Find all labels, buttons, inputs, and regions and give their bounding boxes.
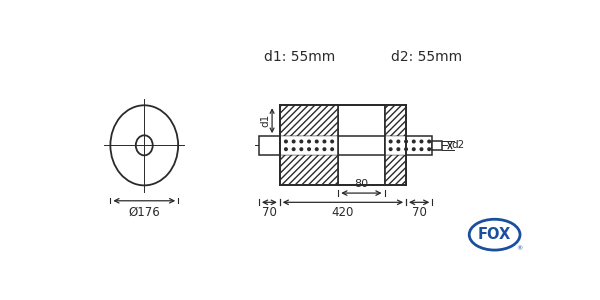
Bar [385, 154, 406, 185]
Text: 80: 80 [355, 179, 368, 189]
Text: d1: 55mm: d1: 55mm [264, 50, 335, 64]
Circle shape [284, 148, 287, 151]
Text: d2: 55mm: d2: 55mm [391, 50, 463, 64]
Bar [280, 154, 338, 185]
Text: 70: 70 [262, 206, 277, 219]
Circle shape [300, 148, 302, 151]
Circle shape [323, 140, 326, 143]
Text: FOX: FOX [478, 227, 511, 242]
Bar [385, 105, 406, 136]
Circle shape [389, 140, 392, 143]
Circle shape [331, 148, 334, 151]
Text: ®: ® [516, 247, 523, 252]
Circle shape [300, 140, 302, 143]
Bar [280, 105, 338, 185]
Circle shape [331, 140, 334, 143]
Bar [406, 136, 432, 155]
Text: d1: d1 [260, 114, 271, 127]
Circle shape [428, 140, 430, 143]
Text: 70: 70 [412, 206, 427, 219]
Circle shape [405, 140, 407, 143]
Bar [280, 105, 338, 136]
Bar [385, 136, 406, 155]
Circle shape [308, 140, 310, 143]
Circle shape [316, 148, 318, 151]
Circle shape [397, 148, 400, 151]
Circle shape [284, 140, 287, 143]
Circle shape [412, 148, 415, 151]
Text: Ø176: Ø176 [128, 206, 160, 218]
Circle shape [389, 148, 392, 151]
Circle shape [323, 148, 326, 151]
Bar [280, 136, 338, 155]
Circle shape [316, 140, 318, 143]
Circle shape [420, 140, 423, 143]
Text: 420: 420 [332, 206, 354, 219]
Circle shape [428, 148, 430, 151]
Circle shape [412, 140, 415, 143]
Bar [338, 136, 385, 155]
Text: d2: d2 [451, 140, 465, 150]
Bar [432, 141, 442, 150]
Bar [385, 105, 406, 185]
Circle shape [420, 148, 423, 151]
Circle shape [405, 148, 407, 151]
Circle shape [292, 140, 295, 143]
Circle shape [397, 140, 400, 143]
Bar [259, 136, 280, 155]
Circle shape [292, 148, 295, 151]
Circle shape [308, 148, 310, 151]
